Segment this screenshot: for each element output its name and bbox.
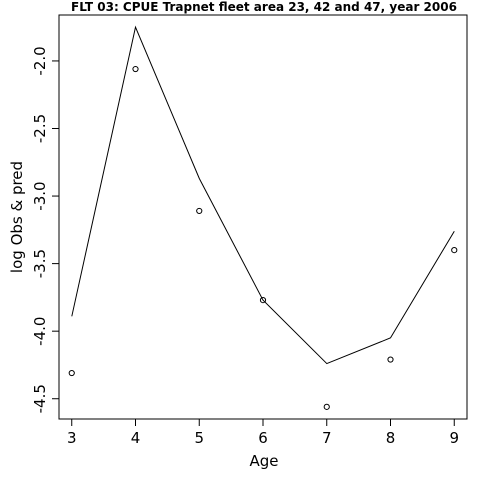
observed-point [196,207,203,215]
observed-point [132,65,139,73]
x-axis-label: Age [249,452,278,470]
observed-point [68,369,75,377]
y-tick-label: -3.5 [31,249,49,278]
y-axis-label: log Obs & pred [8,161,26,273]
chart-title: FLT 03: CPUE Trapnet fleet area 23, 42 a… [71,0,457,14]
x-tick-label: 5 [194,429,204,447]
y-tick-label: -2.5 [31,114,49,143]
y-tick-label: -4.0 [31,317,49,346]
x-axis: 3 4 5 6 7 8 9 [67,419,459,447]
x-tick-label: 8 [386,429,396,447]
observed-point [259,296,267,304]
observed-points [68,65,458,410]
y-tick-label: -4.5 [31,384,49,413]
observed-point [451,247,458,254]
observed-point [387,356,394,363]
observed-point [323,403,330,410]
predicted-line [71,25,455,365]
y-tick-label: -2.0 [31,46,49,75]
y-axis: -2.0 -2.5 -3.0 -3.5 -4.0 -4.5 [31,46,59,413]
y-tick-label: -3.0 [31,181,49,210]
x-tick-label: 7 [322,429,332,447]
x-tick-label: 6 [258,429,268,447]
x-tick-label: 3 [67,429,77,447]
plot-frame [58,14,468,420]
x-tick-label: 4 [131,429,141,447]
x-tick-label: 9 [449,429,459,447]
